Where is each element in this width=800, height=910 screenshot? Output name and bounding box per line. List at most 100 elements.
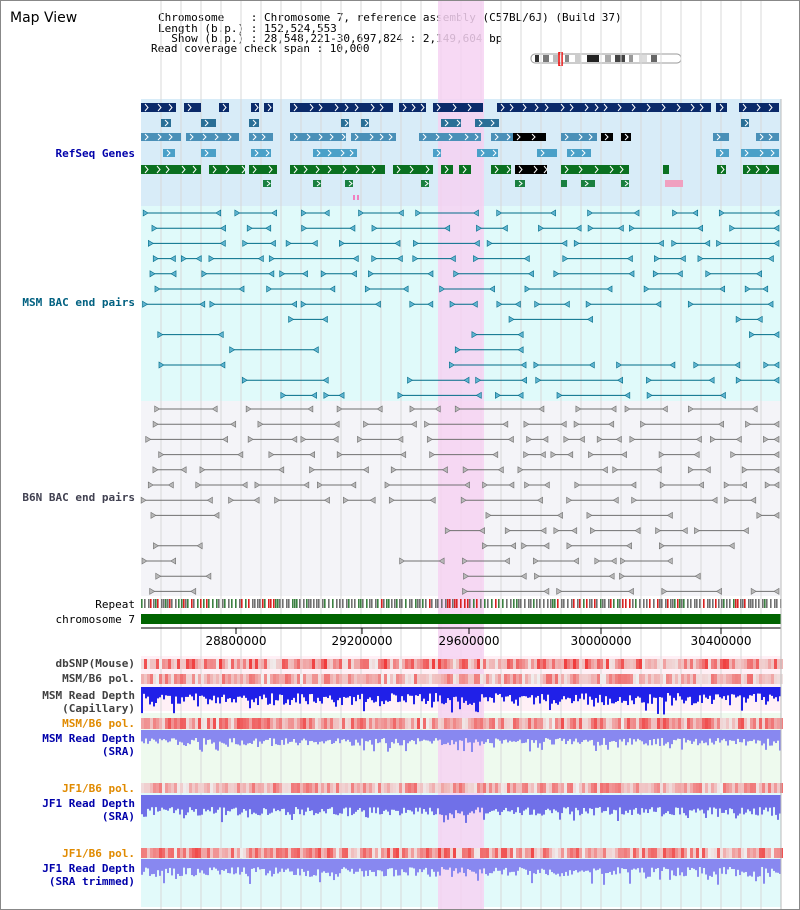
polymorphism-cell: [774, 659, 777, 669]
repeat-element: [561, 599, 563, 608]
polymorphism-cell: [627, 659, 630, 669]
polymorphism-cell: [477, 848, 480, 858]
jf1-pol-sra-label[interactable]: JF1/B6 pol.: [62, 782, 135, 795]
msm-pol-sra-label[interactable]: MSM/B6 pol.: [62, 717, 135, 730]
bac-end-marker: [646, 376, 652, 384]
depth-bar: [647, 795, 649, 814]
depth-bar: [613, 795, 615, 810]
jf1-pol-trimmed-label[interactable]: JF1/B6 pol.: [62, 847, 135, 860]
depth-bar: [401, 730, 403, 746]
bac-end-marker: [407, 376, 414, 384]
polymorphism-cell: [582, 783, 585, 793]
polymorphism-cell: [156, 718, 159, 729]
depth-bar: [361, 795, 363, 812]
polymorphism-cell: [525, 783, 528, 793]
gene-direction-arrow: [411, 103, 416, 112]
polymorphism-cell: [612, 718, 615, 729]
depth-bar: [447, 730, 449, 743]
polymorphism-cell: [546, 659, 549, 669]
polymorphism-cell: [246, 718, 249, 729]
polymorphism-cell: [198, 674, 201, 684]
gene-feature: [353, 195, 355, 200]
depth-bar: [441, 859, 443, 868]
repeat-element: [279, 599, 281, 608]
polymorphism-cell: [429, 718, 432, 729]
depth-bar: [629, 687, 631, 696]
polymorphism-cell: [747, 783, 750, 793]
depth-bar: [477, 795, 479, 808]
bac-end-marker: [730, 451, 737, 459]
bac-end-marker: [321, 315, 328, 323]
depth-bar: [579, 730, 581, 744]
bac-end-marker: [633, 209, 640, 217]
polymorphism-cell: [723, 659, 726, 669]
jf1-depth-sra-label[interactable]: JF1 Read Depth (SRA): [42, 797, 135, 823]
polymorphism-cell: [219, 718, 222, 729]
bac-end-marker: [587, 209, 594, 217]
depth-bar: [721, 795, 723, 813]
depth-bar: [705, 859, 707, 875]
repeat-element: [383, 599, 385, 608]
depth-bar: [759, 859, 761, 877]
depth-bar: [459, 859, 461, 873]
msm-depth-capillary-label[interactable]: MSM Read Depth (Capillary): [42, 689, 135, 715]
depth-bar: [381, 730, 383, 739]
repeat-element: [377, 599, 379, 608]
msm-depth-sra-label[interactable]: MSM Read Depth (SRA): [42, 732, 135, 758]
msm-pol-capillary-label[interactable]: MSM/B6 pol.: [62, 672, 135, 685]
polymorphism-cell: [714, 783, 717, 793]
gene-feature: [561, 165, 629, 174]
polymorphism-cell: [579, 783, 582, 793]
polymorphism-cell: [702, 718, 705, 729]
polymorphism-cell: [690, 718, 693, 729]
depth-bar: [639, 687, 641, 698]
polymorphism-cell: [156, 848, 159, 858]
polymorphism-cell: [381, 848, 384, 858]
polymorphism-cell: [171, 848, 174, 858]
depth-bar: [457, 859, 459, 874]
polymorphism-cell: [183, 848, 186, 858]
polymorphism-cell: [291, 783, 294, 793]
polymorphism-cell: [759, 783, 762, 793]
depth-bar: [329, 859, 331, 877]
bac-end-marker: [463, 376, 470, 384]
repeat-element: [409, 599, 411, 608]
coverage-span-info: Read coverage check span : 10,000: [151, 42, 370, 55]
repeat-element: [533, 599, 535, 608]
refseq-genes-label[interactable]: RefSeq Genes: [55, 147, 135, 160]
depth-bar: [517, 730, 519, 742]
depth-bar: [693, 795, 695, 810]
depth-bar: [409, 795, 411, 811]
depth-bar: [305, 687, 307, 702]
depth-bar: [305, 795, 307, 812]
polymorphism-cell: [438, 783, 441, 793]
jf1-depth-trimmed-label[interactable]: JF1 Read Depth (SRA trimmed): [42, 862, 135, 888]
polymorphism-cell: [477, 718, 480, 729]
depth-bar: [651, 730, 653, 746]
bac-end-marker: [514, 300, 521, 308]
bac-end-marker: [612, 496, 619, 504]
depth-bar: [681, 859, 683, 873]
depth-bar: [751, 687, 753, 696]
depth-bar: [145, 859, 147, 868]
repeat-element: [262, 599, 264, 608]
polymorphism-cell: [339, 718, 342, 729]
depth-bar: [401, 859, 403, 870]
polymorphism-cell: [540, 848, 543, 858]
msm-bac-label[interactable]: MSM BAC end pairs: [22, 296, 135, 309]
polymorphism-cell: [426, 783, 429, 793]
depth-bar: [433, 795, 435, 816]
depth-bar: [425, 795, 427, 812]
dbsnp-label[interactable]: dbSNP(Mouse): [55, 657, 135, 670]
bac-end-marker: [719, 285, 726, 293]
polymorphism-cell: [444, 783, 447, 793]
polymorphism-cell: [477, 783, 480, 793]
gene-direction-arrow: [509, 103, 514, 112]
bac-end-marker: [773, 511, 780, 519]
polymorphism-cell: [711, 674, 714, 684]
b6n-bac-label[interactable]: B6N BAC end pairs: [22, 491, 135, 504]
bac-end-marker: [253, 496, 260, 504]
polymorphism-cell: [246, 848, 249, 858]
depth-bar: [377, 795, 379, 808]
